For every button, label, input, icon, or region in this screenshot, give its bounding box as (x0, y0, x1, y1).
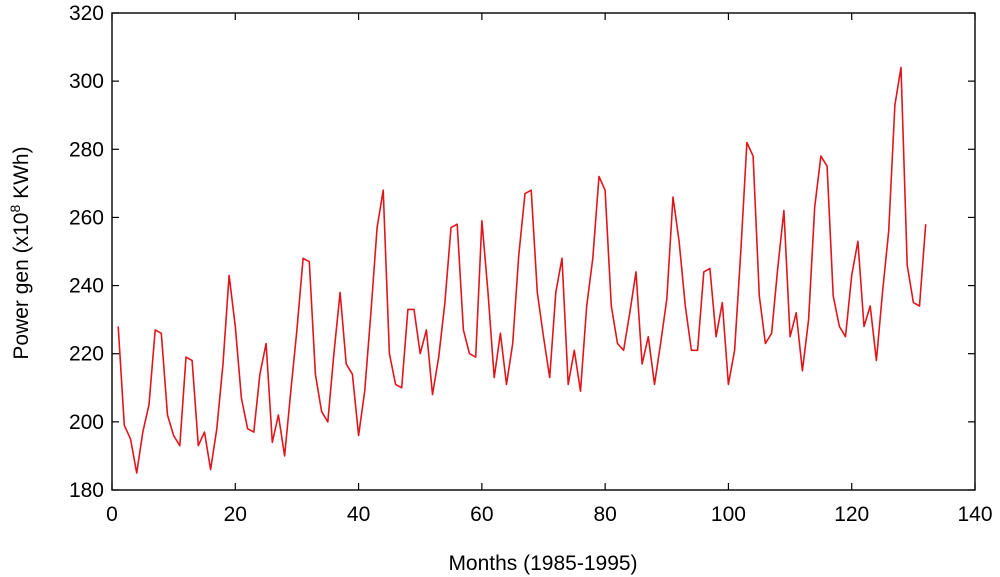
power-generation-series-line (117, 66, 927, 474)
y-tick-label: 260 (69, 206, 104, 229)
y-axis-label-suffix: KWh) (10, 146, 33, 204)
x-tick-label: 140 (957, 503, 992, 526)
y-tick-label: 180 (69, 479, 104, 502)
y-tick-label: 300 (69, 70, 104, 93)
x-tick-label: 100 (711, 503, 746, 526)
x-axis-label: Months (1985-1995) (448, 552, 637, 575)
y-axis-label-prefix: Power gen (x10 (10, 213, 33, 360)
y-tick-label: 240 (69, 275, 104, 298)
axis-ticks (111, 12, 976, 491)
plot-area-frame (111, 12, 976, 491)
y-tick-label: 320 (69, 2, 104, 25)
y-axis-tick-labels: 180 200 220 240 260 280 300 320 (69, 2, 104, 502)
y-tick-label: 220 (69, 343, 104, 366)
x-tick-label: 120 (834, 503, 869, 526)
x-tick-label: 20 (224, 503, 247, 526)
y-tick-label: 200 (69, 411, 104, 434)
x-tick-label: 0 (106, 503, 118, 526)
y-axis-label-exponent: 8 (7, 205, 23, 213)
x-tick-label: 80 (593, 503, 616, 526)
x-axis-tick-labels: 0 20 40 60 80 100 120 140 (106, 503, 992, 526)
y-axis-label: Power gen (x108 KWh) (7, 146, 33, 359)
y-tick-label: 280 (69, 138, 104, 161)
x-tick-label: 60 (470, 503, 493, 526)
x-tick-label: 40 (347, 503, 370, 526)
